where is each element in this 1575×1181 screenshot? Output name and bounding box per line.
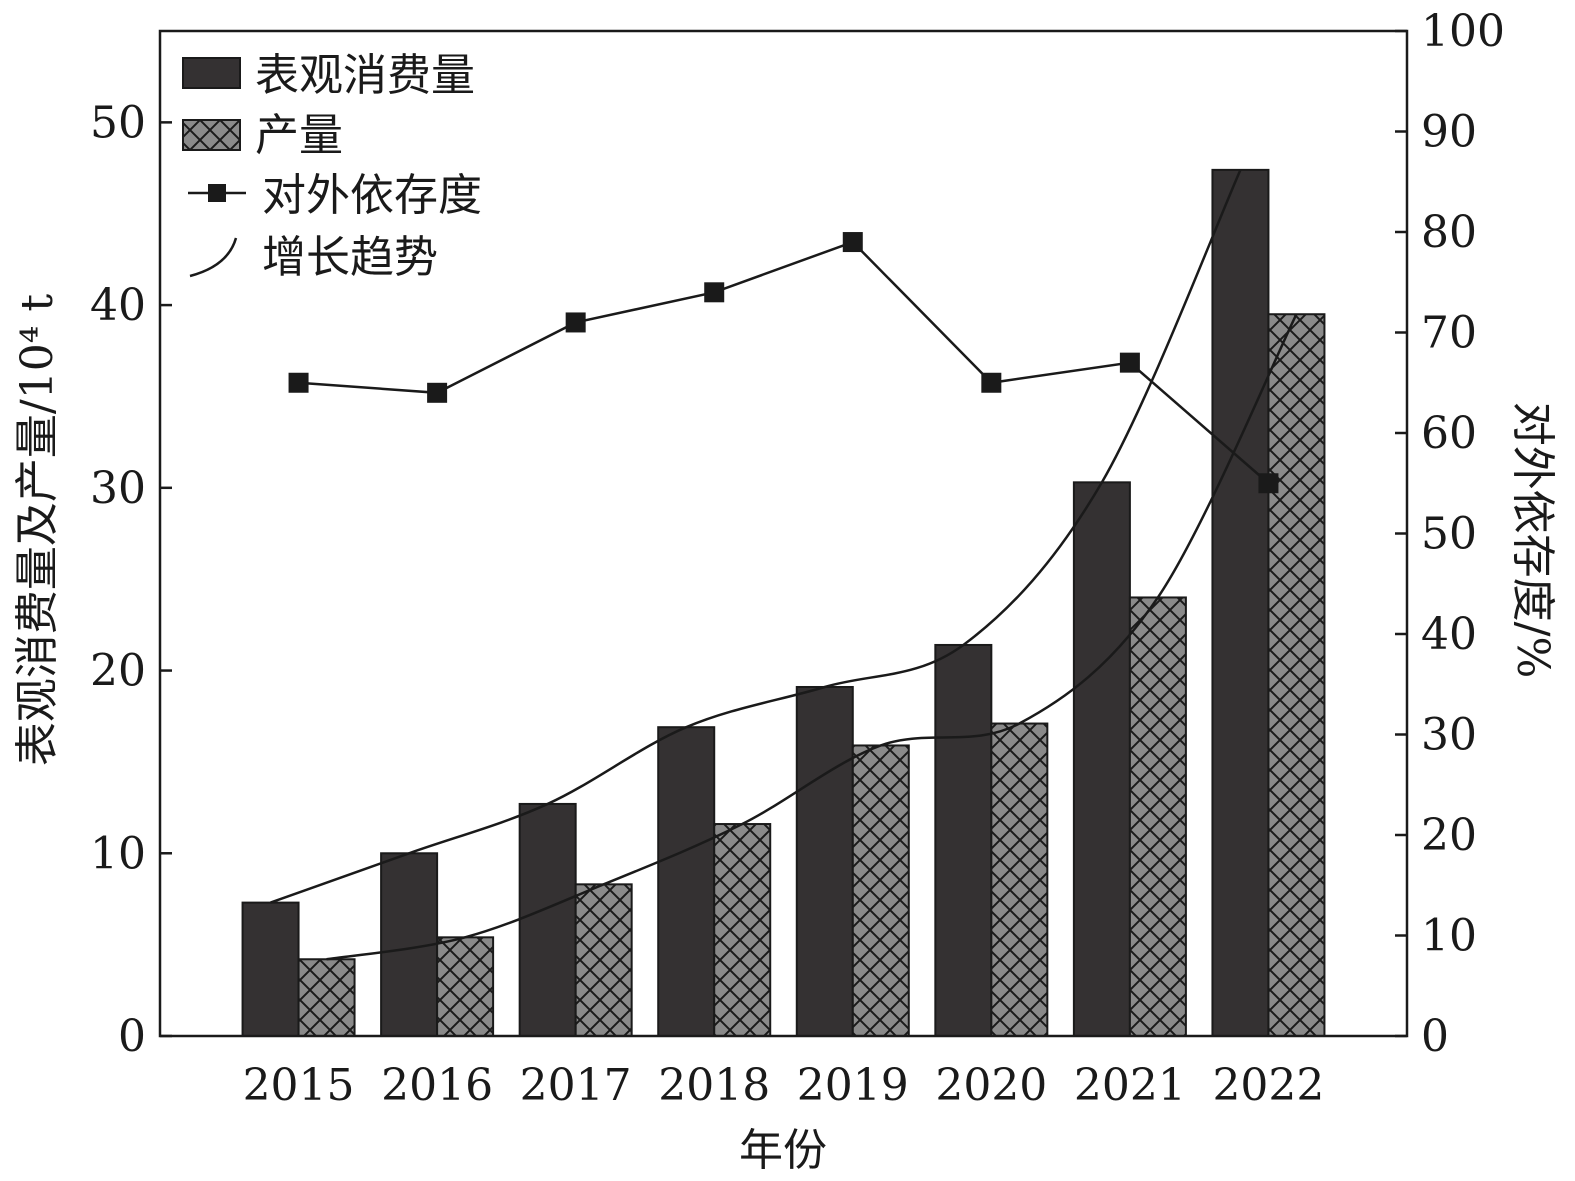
right-tick-label-90: 90 (1421, 107, 1477, 158)
bar-production-2022 (1267, 313, 1326, 1037)
x-tick-label-2018: 2018 (658, 1060, 770, 1111)
left-tick-label-50: 50 (90, 97, 146, 148)
x-tick-label-2021: 2021 (1074, 1060, 1186, 1111)
dependency-point-2022 (1258, 473, 1279, 494)
left-axis: 0 10 20 30 40 50 (90, 97, 172, 1062)
dependency-line (298, 240, 1270, 485)
legend-item-production: 产量 (182, 110, 343, 161)
dependency-line-layer (288, 232, 1279, 494)
bar-consumption-2015 (241, 901, 300, 1037)
x-tick-label-2022: 2022 (1212, 1060, 1324, 1111)
x-tick-label-2019: 2019 (797, 1060, 909, 1111)
x-tick-label-2020: 2020 (935, 1060, 1047, 1111)
x-tick-label-2015: 2015 (243, 1060, 355, 1111)
right-axis: 0 10 20 30 40 50 60 70 80 90 100 (1395, 6, 1505, 1062)
x-axis-title: 年份 (739, 1125, 827, 1176)
right-tick-label-0: 0 (1421, 1011, 1449, 1062)
bar-production-2021 (1128, 596, 1187, 1037)
bar-production-2020 (990, 722, 1049, 1037)
dependency-point-2021 (1119, 352, 1140, 373)
trend-line-production (326, 313, 1298, 961)
left-tick-label-10: 10 (90, 828, 146, 879)
right-tick-label-80: 80 (1421, 207, 1477, 258)
y-axis-right-title: 对外依存度/% (1507, 402, 1558, 679)
x-axis: 2015 2016 2017 2018 2019 2020 2021 2022 (243, 1060, 1325, 1111)
left-tick-label-0: 0 (118, 1011, 146, 1062)
legend-label-trend: 增长趋势 (262, 232, 438, 283)
bar-consumption-2019 (795, 685, 854, 1037)
bar-production-2017 (574, 883, 633, 1037)
legend-item-dependency: 对外依存度 (188, 170, 482, 221)
legend: 表观消费量 产量 对外依存度 增长趋势 (182, 50, 482, 283)
right-tick-label-100: 100 (1421, 6, 1505, 57)
legend-item-trend: 增长趋势 (189, 232, 438, 283)
right-tick-label-20: 20 (1421, 810, 1477, 861)
left-tick-label-40: 40 (90, 280, 146, 331)
bar-production-2016 (436, 936, 495, 1037)
bar-consumption-2021 (1072, 481, 1131, 1037)
bar-production-2018 (713, 823, 772, 1038)
x-tick-label-2016: 2016 (381, 1060, 493, 1111)
legend-swatch-consumption (182, 57, 241, 89)
y-axis-left-title: 表观消费量及产量/10⁴ t (12, 294, 63, 766)
legend-label-production: 产量 (255, 110, 343, 161)
left-tick-label-30: 30 (90, 463, 146, 514)
bar-consumption-2017 (518, 802, 577, 1037)
legend-label-dependency: 对外依存度 (262, 170, 482, 221)
left-tick-label-20: 20 (90, 646, 146, 697)
bar-consumption-2018 (657, 726, 716, 1037)
right-tick-label-30: 30 (1421, 710, 1477, 761)
bar-production-2019 (851, 744, 910, 1037)
bar-production-2015 (297, 958, 356, 1037)
legend-line-trend (189, 237, 238, 278)
right-tick-label-10: 10 (1421, 911, 1477, 962)
legend-item-consumption: 表观消费量 (182, 50, 475, 101)
trend-lines-layer (270, 169, 1298, 961)
legend-marker-dependency (208, 184, 226, 202)
dependency-point-2015 (288, 372, 309, 393)
x-tick-label-2017: 2017 (520, 1060, 632, 1111)
right-tick-label-60: 60 (1421, 408, 1477, 459)
dependency-point-2016 (427, 382, 448, 403)
trend-line-consumption (270, 169, 1242, 904)
dependency-point-2017 (565, 312, 586, 333)
legend-swatch-production (182, 119, 241, 151)
dependency-point-2019 (842, 232, 863, 253)
bar-consumption-2022 (1211, 168, 1270, 1037)
dependency-point-2018 (704, 282, 725, 303)
legend-label-consumption: 表观消费量 (255, 50, 475, 101)
bar-consumption-2020 (934, 643, 993, 1037)
dependency-point-2020 (981, 372, 1002, 393)
bars-layer (241, 168, 1326, 1038)
right-tick-label-70: 70 (1421, 308, 1477, 359)
right-tick-label-50: 50 (1421, 509, 1477, 560)
right-tick-label-40: 40 (1421, 609, 1477, 660)
